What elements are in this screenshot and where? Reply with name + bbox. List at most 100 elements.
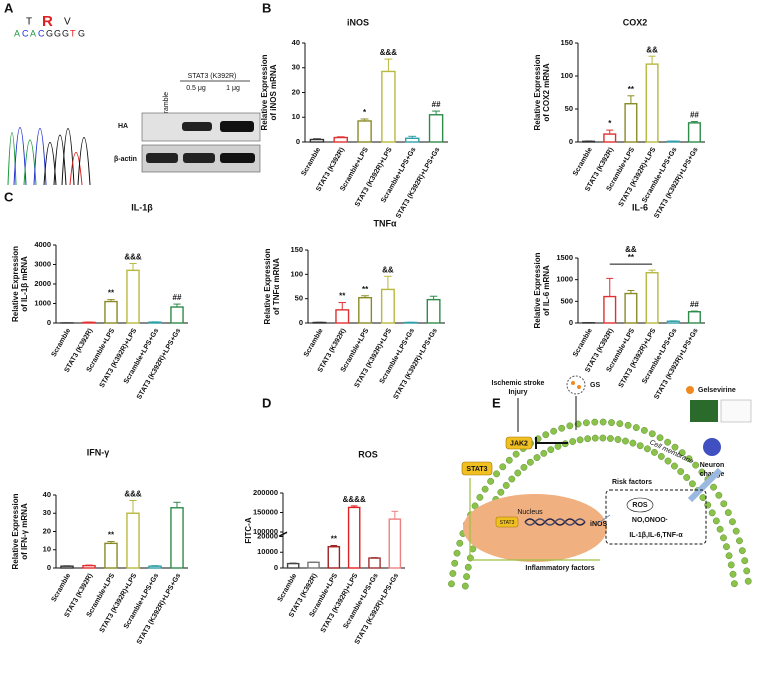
lipid [584,435,592,443]
x-tick-label: STAT3 (K392R)+LPS+Gs [354,572,400,645]
y-axis-label: FITC-A [244,517,253,543]
outcome-label: Neuron [700,462,725,469]
lipid [550,427,558,435]
bar [333,136,349,143]
lipid [725,552,733,560]
bar [60,565,74,569]
lipid [727,561,735,569]
lane-label: Scramble [163,92,170,122]
x-tick-label: STAT3 (K392R)+LPS [320,572,360,634]
y-tick-label: 150 [560,38,573,47]
bracket-label: ** [628,253,635,262]
annotation: * [363,108,367,117]
bar [645,272,659,324]
lipid [636,442,644,450]
y-axis-label: Relative Expression [11,246,20,322]
y-tick-label: 0 [47,563,51,572]
lipid [547,446,555,454]
lane-label: STAT3 (K392R) [188,73,237,80]
lipid [481,485,489,493]
lipid [651,448,658,456]
factor-label: STAT3 [466,466,487,473]
lipid [461,582,469,590]
chart-title: ROS [358,449,378,459]
lipid [656,434,664,442]
y-tick-label: 100 [290,269,303,278]
bar [170,306,184,324]
annotation: && [646,45,658,54]
lipid [599,418,607,426]
chart-title: iNOS [347,17,369,27]
lipid [520,464,528,471]
annotation: ** [362,285,369,294]
y-tick-label: 0 [569,137,573,146]
bar [404,137,420,143]
bar [687,311,701,324]
bar [307,561,320,569]
y-tick-label: 150 [290,245,303,254]
annotation: ** [108,289,115,298]
risk-title: Risk factors [612,479,652,486]
y-tick-label: 100000 [253,527,278,536]
lipid [583,419,590,427]
lipid [448,580,455,588]
y-tick-label: 20 [292,87,300,96]
dose-label: 0.5 μg [186,85,206,92]
y-tick-label: 0 [47,318,51,327]
lipid [664,438,672,446]
inflammatory-label: Inflammatory factors [525,565,594,572]
lipid [487,477,495,485]
lipid [729,570,737,578]
bar [603,133,617,143]
base: C [22,28,29,38]
y-tick-label: 150000 [253,507,278,516]
annotation: ## [173,293,182,302]
lipid [743,567,751,575]
lipid [599,434,607,442]
lipid [591,434,599,442]
lipid [493,470,500,478]
x-tick-label: Scramble [572,327,594,358]
base: T [70,28,76,38]
panel-label: B [262,0,271,15]
bar [687,122,701,143]
y-tick-label: 30 [43,508,51,517]
lipid [741,557,749,565]
amino-acid: V [64,17,71,28]
bar [624,292,638,324]
lipid [624,421,632,429]
lipid [716,525,724,533]
y-tick-label: 2000 [34,279,51,288]
lipid [576,436,584,444]
lipid [738,547,746,555]
neuron-icon [703,438,721,456]
lipid [514,469,522,477]
y-tick-label: 0 [299,318,303,327]
risk-box [605,489,707,545]
annotation: ## [432,100,441,109]
chart-title: IL-1β [131,202,153,212]
y-tick-label: 200000 [253,488,278,497]
lipid [671,462,678,470]
bar [126,512,140,569]
y-tick-label: 50 [295,294,303,303]
bar [327,546,341,569]
x-tick-label: STAT3 (K392R)+LPS+Gs [393,327,439,400]
amino-acid: R [42,13,53,30]
lipid [453,549,461,557]
annotation: &&& [380,48,398,57]
nuclear-factor: STAT3 [500,520,515,526]
band [183,153,215,163]
x-tick-label: STAT3 (K392R)+LPS+Gs [136,327,182,400]
lipid [632,424,640,431]
x-tick-label: Scramble [303,327,325,358]
lipid [712,517,720,525]
x-tick-label: Scramble [51,327,73,358]
bar [358,296,373,324]
lipid [622,437,629,445]
y-tick-label: 3000 [34,259,51,268]
drug-dot [577,385,581,389]
bar [624,103,638,143]
base: C [38,28,45,38]
